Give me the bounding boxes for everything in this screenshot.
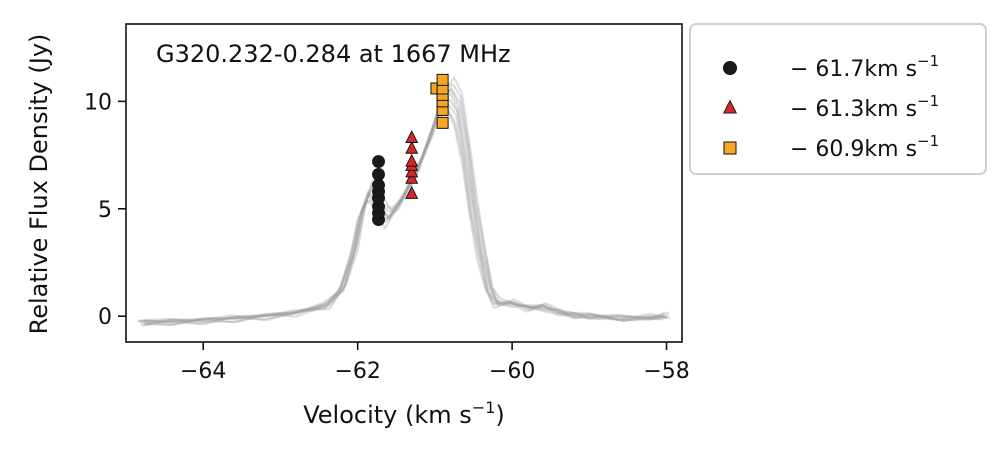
- spectrum-line: [140, 98, 666, 325]
- legend-label-main: − 60.9km s: [790, 137, 917, 162]
- y-tick-label: 0: [98, 305, 112, 330]
- y-tick-label: 10: [84, 90, 112, 115]
- axis-ticks: −64 −62 −60 −58 0 5 10: [84, 90, 690, 384]
- x-axis-label-main: Velocity (km s: [303, 401, 472, 429]
- data-point-triangle: [405, 185, 419, 199]
- spectrum-line: [142, 87, 668, 326]
- plot-frame: [125, 23, 683, 343]
- y-axis-label: Relative Flux Density (Jy): [25, 34, 53, 335]
- legend-label-main: − 61.3km s: [790, 97, 917, 122]
- spectrum-line: [144, 83, 670, 326]
- data-point-circle: [372, 167, 385, 181]
- legend-box: [689, 23, 987, 175]
- x-axis-label-superscript: −1: [472, 398, 496, 417]
- legend-label-superscript: −1: [917, 132, 939, 150]
- background-spectra: [137, 76, 671, 327]
- data-point-triangle: [405, 140, 419, 154]
- legend-label: − 61.7km s−1: [790, 52, 939, 82]
- legend-label-main: − 61.7km s: [790, 57, 917, 82]
- legend: − 61.7km s−1− 61.3km s−1− 60.9km s−1: [689, 23, 987, 175]
- x-tick-label: −60: [489, 359, 535, 384]
- x-axis-label-suffix: ): [495, 401, 504, 429]
- x-axis-label: Velocity (km s−1): [303, 398, 505, 429]
- x-tick-label: −64: [180, 359, 226, 384]
- legend-label-superscript: −1: [917, 52, 939, 70]
- spectrum-line: [144, 76, 671, 326]
- y-tick-label: 5: [98, 198, 112, 223]
- legend-label: − 60.9km s−1: [790, 132, 939, 162]
- x-tick-label: −62: [334, 359, 380, 384]
- spectrum-line: [138, 107, 664, 324]
- legend-entries: − 61.7km s−1− 61.3km s−1− 60.9km s−1: [722, 52, 939, 162]
- data-point-triangle: [405, 170, 419, 184]
- legend-marker-triangle: [722, 99, 738, 114]
- data-point-circle: [372, 155, 385, 168]
- data-point-circle: [372, 178, 385, 192]
- x-tick-label: −58: [643, 359, 689, 384]
- spectrum-line: [143, 88, 669, 324]
- legend-marker-square: [723, 141, 737, 155]
- data-point-triangle: [405, 130, 419, 143]
- data-point-triangle: [405, 153, 419, 167]
- spectrum-line: [139, 103, 666, 327]
- data-point-square: [436, 116, 449, 129]
- legend-marker-circle: [723, 61, 738, 76]
- spectrum-line: [137, 107, 664, 325]
- legend-label-superscript: −1: [917, 92, 939, 110]
- chart-title: G320.232-0.284 at 1667 MHz: [156, 40, 511, 68]
- spectrum-line: [141, 91, 667, 327]
- legend-label: − 61.3km s−1: [790, 92, 939, 122]
- data-point-triangle: [405, 164, 419, 178]
- maser-markers: [372, 73, 449, 226]
- data-point-square: [436, 73, 449, 86]
